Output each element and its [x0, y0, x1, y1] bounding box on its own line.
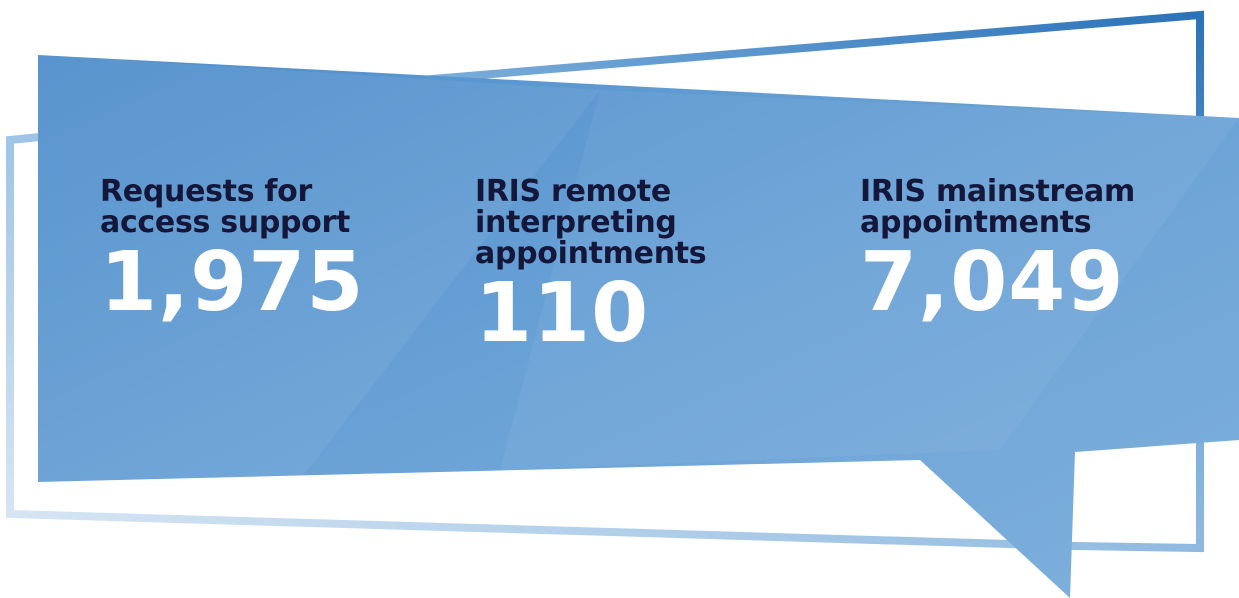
stat: IRIS mainstream appointments 7,049 [860, 176, 1160, 328]
stat-label: Requests for access support [100, 174, 351, 240]
facet [500, 90, 1239, 470]
speech-bubble [38, 55, 1239, 598]
frame [6, 10, 1204, 553]
stat-value: 7,049 [860, 235, 1125, 330]
stat-value: 110 [475, 266, 650, 361]
stat-value: 1,975 [100, 235, 365, 330]
stat: Requests for access support 1,975 [100, 176, 400, 328]
stat-label: IRIS remote interpreting appointments [475, 174, 707, 271]
stat: IRIS remote interpreting appointments 11… [475, 176, 735, 359]
stat-label: IRIS mainstream appointments [860, 174, 1135, 240]
facet [38, 55, 600, 482]
